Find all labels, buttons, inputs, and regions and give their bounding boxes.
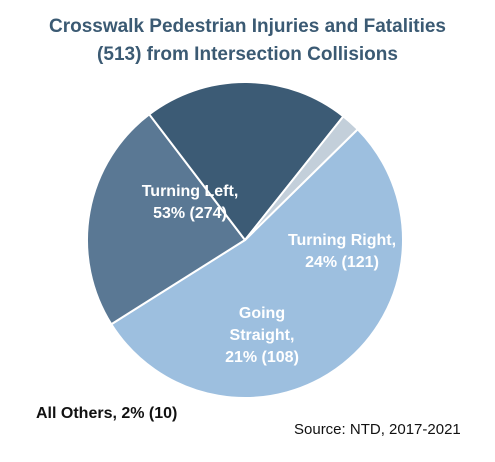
slice-label-turning-right: Turning Right, 24% (121): [288, 232, 396, 271]
slice-label-turning-left: Turning Left, 53% (274): [142, 183, 239, 222]
slice-label-going-straight: Going Straight, 21% (108): [225, 305, 299, 366]
source-note: Source: NTD, 2017-2021: [294, 421, 461, 438]
slice-label-line: Straight,: [230, 327, 295, 344]
pie-slice-all-others: [244, 115, 359, 241]
slice-label-line: 24% (121): [305, 254, 379, 271]
slice-label-line: 53% (274): [153, 205, 227, 222]
slice-label-line: Turning Right,: [288, 232, 396, 249]
slice-label-all-others: All Others, 2% (10): [36, 405, 177, 422]
slice-label-line: 21% (108): [225, 349, 299, 366]
pie-slice-turning-right: [86, 113, 246, 326]
chart-title-line-2: (513) from Intersection Collisions: [97, 44, 398, 65]
pie-slice-going-straight: [148, 81, 345, 241]
pie-slice-turning-left: [110, 128, 404, 399]
slice-label-line: All Others, 2% (10): [36, 405, 177, 422]
chart-title-line-1: Crosswalk Pedestrian Injuries and Fatali…: [48, 16, 447, 37]
slice-label-line: Going: [239, 305, 285, 322]
slice-label-line: Turning Left,: [142, 183, 239, 200]
